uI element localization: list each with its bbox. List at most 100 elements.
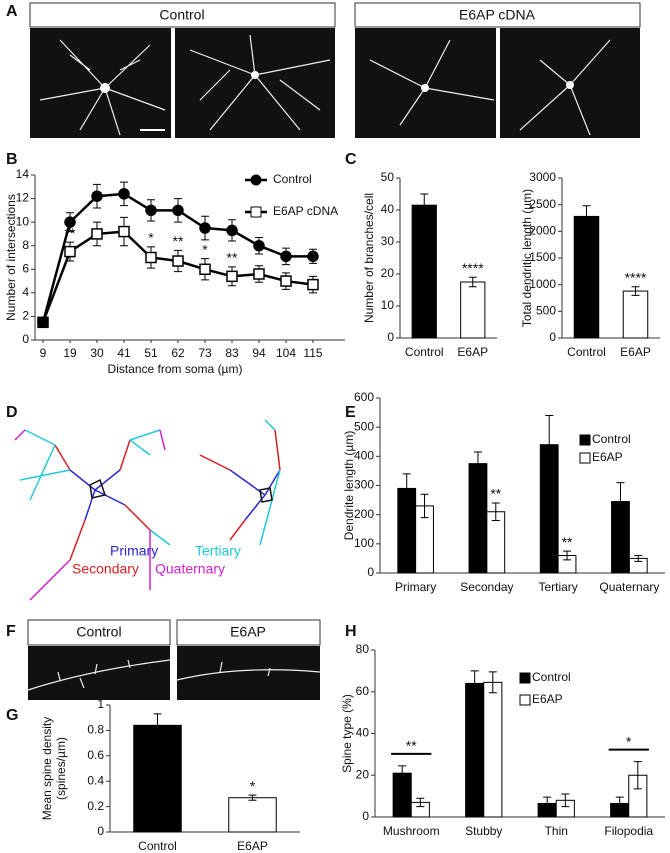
marker (199, 222, 211, 234)
marker (91, 228, 103, 240)
y-tick-label: 0.2 (87, 799, 104, 813)
legend-swatch (579, 452, 591, 464)
marker (37, 316, 49, 329)
header: E6AP (230, 624, 266, 640)
legend-swatch (519, 694, 531, 706)
y-tick-label: 30 (381, 234, 395, 248)
x-tick-label: Control (567, 345, 606, 359)
significance: * (202, 241, 208, 257)
legend-label: Secondary (72, 561, 139, 577)
marker (172, 255, 184, 267)
marker (145, 251, 157, 264)
x-axis-title: Distance from soma (µm) (108, 362, 243, 376)
x-tick-label: 30 (90, 346, 104, 360)
panel-label: F (6, 623, 16, 640)
y-axis-title: Mean spine density (40, 717, 54, 820)
error-bar (616, 482, 625, 521)
x-tick-label: 62 (171, 346, 185, 360)
marker (307, 278, 319, 291)
y-tick-label: 0 (367, 565, 374, 579)
bar (573, 215, 600, 339)
y-tick-label: 200 (354, 507, 374, 521)
y-tick-label: 14 (16, 167, 30, 181)
error-bar (488, 671, 497, 694)
dendrite-tracings (14, 419, 281, 601)
x-tick-label: Quaternary (599, 580, 659, 594)
y-axis-title: Dendrite length (µm) (342, 431, 356, 541)
x-tick-label: 9 (40, 346, 47, 360)
y-tick-label: 0 (549, 330, 556, 344)
legend-label: Quaternary (155, 561, 225, 577)
error-bar (582, 205, 591, 228)
legend-label: Control (592, 432, 631, 446)
significance: ** (490, 486, 501, 502)
marker (172, 204, 184, 217)
y-tick-label: 60 (356, 684, 370, 698)
significance: * (626, 733, 632, 749)
micrographs (30, 28, 640, 138)
y-tick-label: 400 (354, 449, 374, 463)
y-tick-label: 40 (381, 202, 395, 216)
x-tick-label: Stubby (465, 824, 502, 838)
y-tick-label: 0 (387, 330, 394, 344)
error-bar (398, 765, 407, 781)
header-box (29, 2, 336, 28)
legend-swatch (579, 434, 591, 446)
legend-swatch (519, 672, 531, 684)
significance: ** (227, 250, 238, 266)
legend-marker (250, 206, 262, 218)
spine-micrographs (27, 646, 321, 700)
y-tick-label: 0.6 (87, 748, 104, 762)
legend-label: E6AP (532, 692, 563, 706)
x-tick-label: 19 (63, 346, 77, 360)
y-tick-label: 1500 (529, 250, 556, 264)
y-tick-label: 10 (381, 298, 395, 312)
legend-label: E6AP cDNA (273, 204, 338, 218)
legend-label: E6AP (592, 450, 623, 464)
error-bar (468, 276, 477, 288)
panel-label: E (345, 404, 356, 421)
panel-label: B (6, 151, 18, 168)
x-tick-label: E6AP (620, 345, 651, 359)
y-tick-label: 500 (354, 419, 374, 433)
y-tick-label: 1 (97, 697, 104, 711)
error-bar (633, 761, 642, 790)
significance: **** (625, 270, 647, 286)
header-box (27, 619, 171, 646)
y-tick-label: 100 (354, 536, 374, 550)
marker (280, 250, 292, 263)
error-bar (543, 796, 552, 811)
y-tick-label: 8 (22, 238, 29, 252)
legend-label: Control (273, 172, 312, 186)
header-box (176, 619, 321, 646)
panel-label: C (345, 151, 357, 168)
y-tick-label: 6 (22, 261, 29, 275)
y-axis-title: (spines/µm) (54, 737, 68, 800)
error-bar (420, 193, 429, 217)
y-tick-label: 40 (356, 726, 370, 740)
bar (465, 682, 485, 818)
legend-label: Control (532, 670, 571, 684)
y-tick-label: 12 (16, 191, 30, 205)
y-tick-label: 20 (356, 767, 370, 781)
significance: ** (173, 233, 184, 249)
y-tick-label: 0 (22, 332, 29, 346)
x-tick-label: Mushroom (383, 824, 440, 838)
y-tick-label: 2 (22, 309, 29, 323)
panel-label: A (6, 3, 18, 20)
header: E6AP cDNA (459, 7, 536, 23)
x-tick-label: 115 (303, 346, 322, 360)
y-axis-title: Spine type (%) (340, 694, 354, 773)
error-bar (248, 794, 257, 801)
bar (133, 724, 182, 833)
panel-label: H (345, 623, 357, 640)
error-bar (545, 415, 554, 475)
y-axis-title: Number of branches/cell (362, 193, 376, 323)
panel-label: G (6, 707, 18, 724)
significance: **** (462, 260, 484, 276)
x-tick-label: Filopodia (604, 824, 653, 838)
marker (199, 263, 211, 276)
marker (64, 216, 76, 228)
y-tick-label: 0.8 (87, 723, 104, 737)
bar (460, 281, 486, 339)
